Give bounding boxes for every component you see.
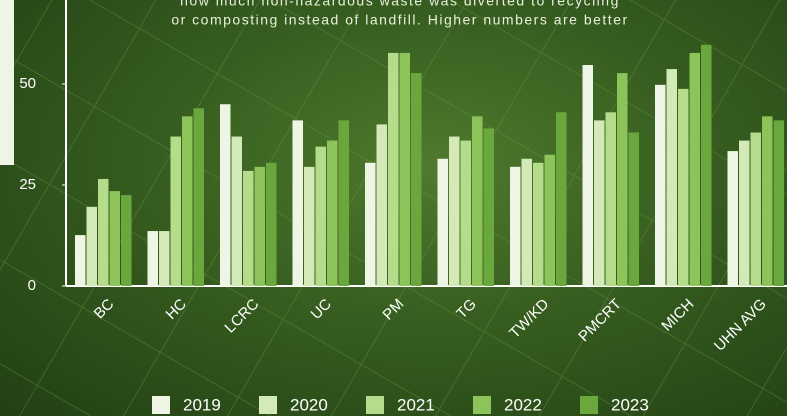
legend-swatch — [259, 396, 277, 414]
bar — [376, 124, 387, 286]
bar — [594, 120, 605, 286]
bar — [727, 151, 738, 286]
bar — [655, 84, 666, 286]
bar — [773, 120, 784, 286]
bar — [510, 166, 521, 286]
legend-label: 2020 — [290, 395, 328, 414]
bar — [521, 158, 532, 286]
bar — [193, 108, 204, 286]
bar — [98, 178, 109, 286]
bar — [75, 235, 86, 286]
bar — [220, 104, 231, 286]
bar — [472, 116, 483, 286]
bar — [582, 65, 593, 287]
y-tick-label: 0 — [28, 277, 36, 294]
legend-label: 2022 — [504, 395, 542, 414]
bar — [266, 162, 277, 286]
bar — [170, 136, 181, 286]
bar — [159, 231, 170, 286]
bar — [533, 162, 544, 286]
bar — [689, 52, 700, 287]
y-tick-label: 25 — [19, 176, 36, 193]
bar — [628, 132, 639, 286]
subtitle-line: or composting instead of landfill. Highe… — [171, 12, 628, 28]
bar — [388, 52, 399, 287]
bar — [605, 112, 616, 286]
bar — [666, 69, 677, 287]
legend-swatch — [152, 396, 170, 414]
bar — [678, 88, 689, 286]
bar — [147, 231, 158, 286]
bar — [243, 170, 254, 286]
legend-label: 2021 — [397, 395, 435, 414]
bar — [231, 136, 242, 286]
side-panel — [0, 0, 14, 165]
bar — [109, 191, 120, 286]
legend-swatch — [580, 396, 598, 414]
bar — [365, 162, 376, 286]
bar — [701, 44, 712, 286]
bar — [437, 158, 448, 286]
bar — [762, 116, 773, 286]
bar — [556, 112, 567, 286]
bar — [739, 140, 750, 286]
bar — [411, 73, 422, 287]
bar — [460, 140, 471, 286]
legend-swatch — [366, 396, 384, 414]
legend-label: 2023 — [611, 395, 649, 414]
bar — [483, 128, 494, 286]
bar — [617, 73, 628, 287]
subtitle-line: how much non-hazardous waste was diverte… — [180, 0, 620, 9]
legend-swatch — [473, 396, 491, 414]
bar — [254, 166, 265, 286]
bar — [315, 146, 326, 286]
bar — [86, 206, 97, 286]
bar — [338, 120, 349, 286]
bar — [304, 166, 315, 286]
bar — [292, 120, 303, 286]
bar — [399, 52, 410, 287]
y-tick-label: 50 — [19, 75, 36, 92]
bar — [121, 195, 132, 286]
bar — [449, 136, 460, 286]
legend-label: 2019 — [183, 395, 221, 414]
bar — [750, 132, 761, 286]
bar — [182, 116, 193, 286]
bar — [544, 154, 555, 286]
bar — [327, 140, 338, 286]
